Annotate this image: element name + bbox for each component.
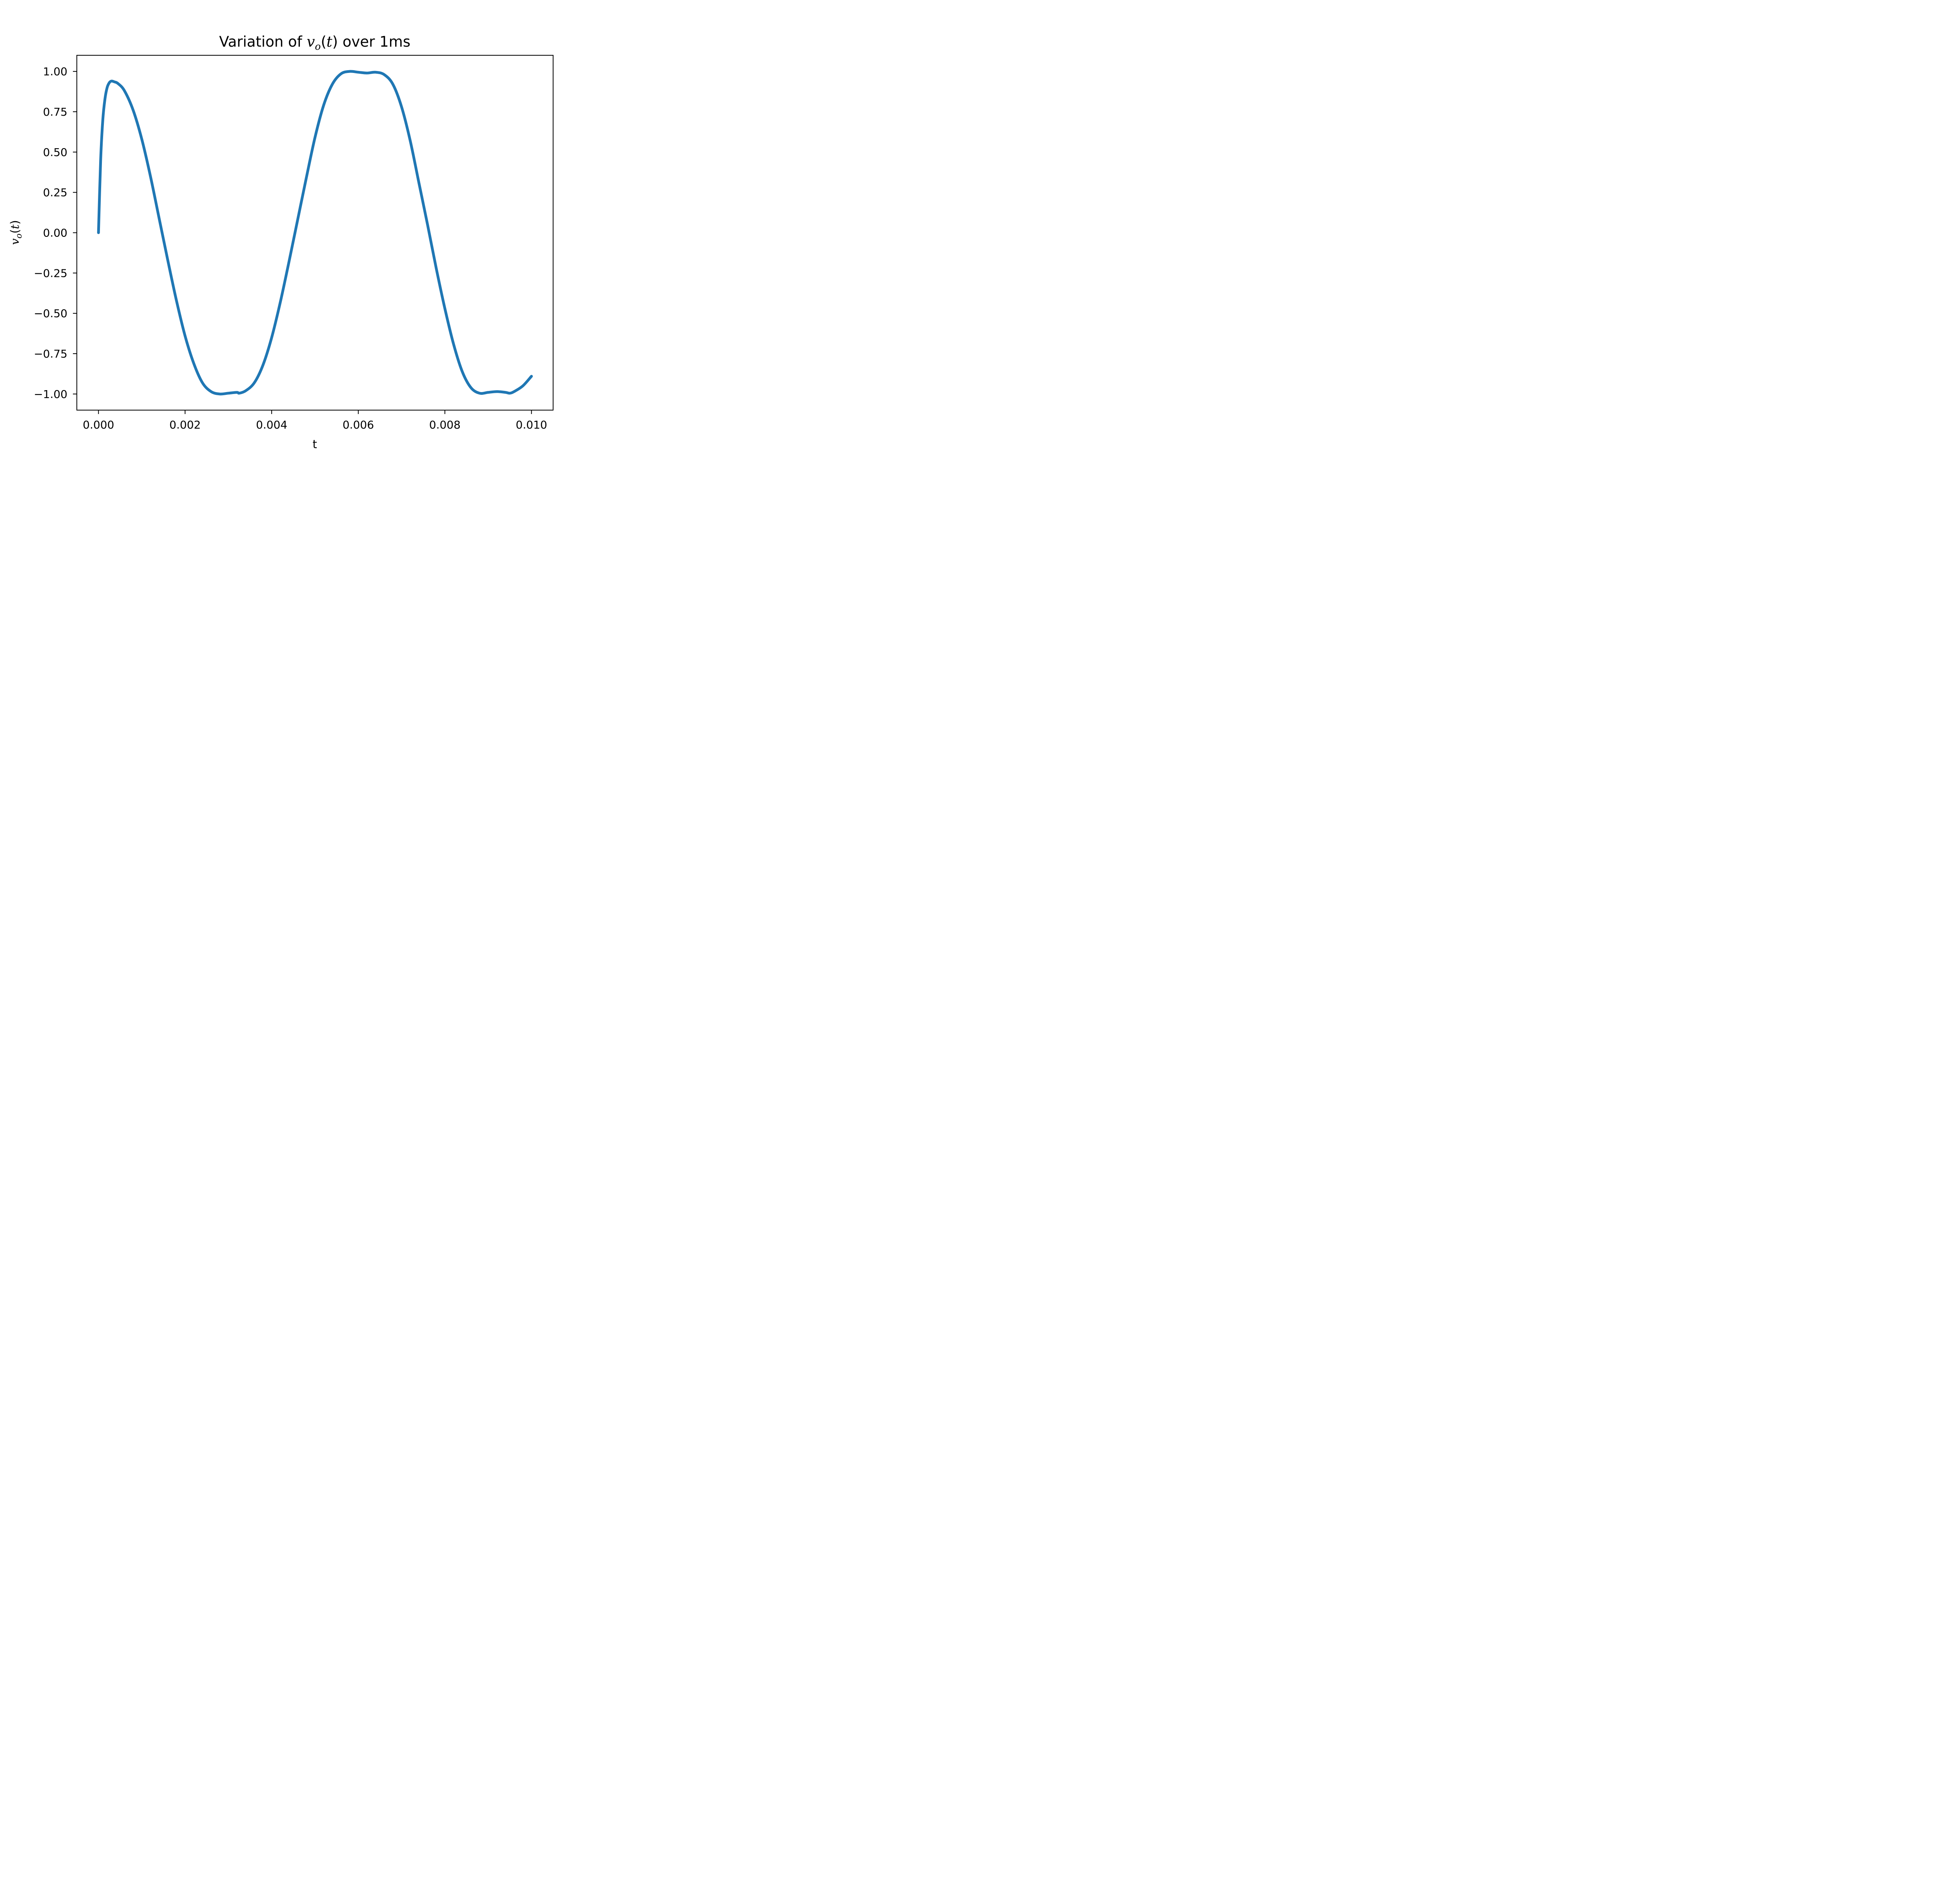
x-tick-label: 0.004 [256,418,287,431]
y-tick-label: −1.00 [34,388,67,401]
chart: Variation of vo(t) over 1ms 0.000 0.002 0.… [0,0,606,455]
x-axis: 0.000 0.002 0.004 0.006 0.008 0.010 [83,410,547,431]
y-axis: 1.00 0.75 0.50 0.25 0.00 −0.25 −0.50 −0.75 −1.00 [34,65,77,401]
y-tick-label: 1.00 [43,65,67,78]
y-tick-label: −0.50 [34,307,67,320]
x-tick-label: 0.010 [516,418,547,431]
x-tick-label: 0.002 [169,418,201,431]
x-axis-label: t [312,438,317,451]
x-tick-label: 0.008 [429,418,461,431]
y-tick-label: 0.25 [43,186,67,199]
y-tick-label: −0.75 [34,347,67,360]
figure-background [0,0,606,455]
y-axis-label: vo(t) [8,220,24,245]
x-tick-label: 0.006 [343,418,374,431]
x-tick-label: 0.000 [83,418,114,431]
y-tick-label: 0.50 [43,146,67,159]
y-tick-label: −0.25 [34,267,67,280]
y-tick-label: 0.00 [43,227,67,240]
chart-title: Variation of vo(t) over 1ms [219,33,410,52]
series-line [97,70,533,396]
y-tick-label: 0.75 [43,105,67,118]
